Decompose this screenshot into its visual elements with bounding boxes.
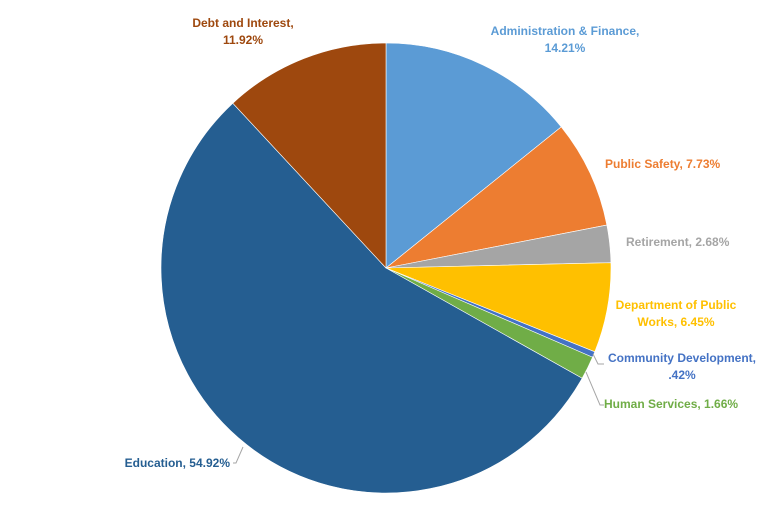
data-label-human-services: Human Services, 1.66% [604,397,738,411]
leader-line-education [233,446,244,464]
data-label-administration-and-finance: Administration & Finance, 14.21% [491,24,640,55]
pie-slices [160,42,612,494]
pie-slice-education [160,102,583,494]
data-label-community-development: Community Development, .42% [608,351,756,382]
pie-slice-debt-and-interest [232,42,387,269]
data-label-debt-and-interest: Debt and Interest, 11.92% [192,16,293,47]
leader-lines [233,353,604,464]
leader-line-human-services [585,371,604,406]
data-labels: Administration & Finance, 14.21% Public Sa… [125,16,756,470]
pie-slice-public-safety [385,126,608,269]
leader-line-community-development [592,353,604,365]
data-label-education: Education, 54.92% [125,456,231,470]
data-label-department-of-public-works: Department of Public Works, 6.45% [616,298,737,329]
data-label-retirement: Retirement, 2.68% [626,235,730,249]
pie-slice-administration-and-finance [385,42,562,269]
data-label-public-safety: Public Safety, 7.73% [605,157,720,171]
